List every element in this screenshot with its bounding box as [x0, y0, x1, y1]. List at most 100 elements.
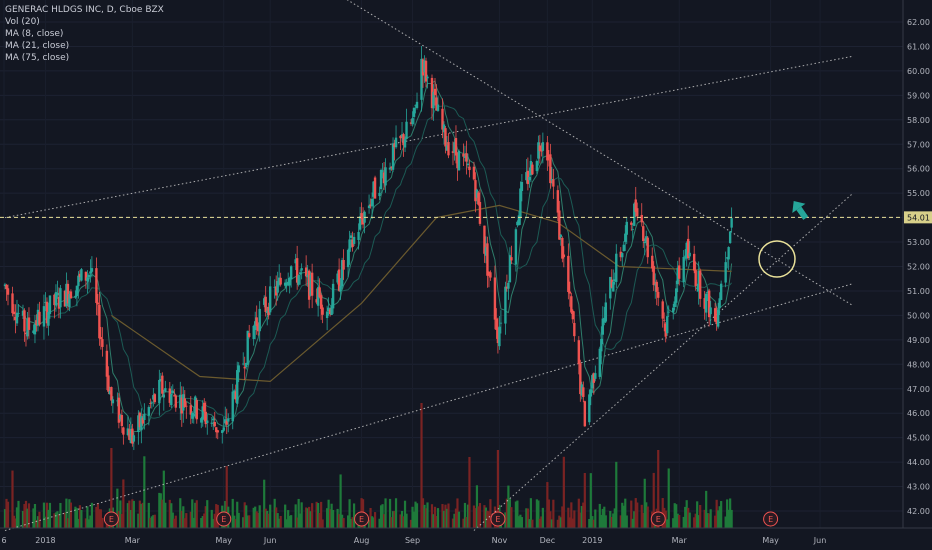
candle-body: [69, 291, 73, 299]
candle-body: [74, 295, 77, 298]
volume-bar: [89, 515, 92, 528]
candle-body: [495, 318, 498, 330]
volume-bar: [180, 510, 183, 528]
candle-body: [122, 427, 125, 435]
volume-bar: [122, 479, 125, 528]
candle-body: [454, 138, 458, 156]
candle-body: [68, 293, 71, 308]
candle-body: [128, 429, 131, 440]
candlesticks: [3, 46, 733, 451]
volume-bar: [505, 498, 509, 528]
candle-body: [475, 189, 479, 198]
volume-bar: [44, 516, 47, 528]
volume-bar: [714, 515, 717, 528]
price-axis[interactable]: 62.00 61.00 60.00 59.00 58.00 57.00 56.00 55.00…: [902, 0, 932, 528]
candle-body: [231, 391, 234, 422]
candle-body: [531, 164, 534, 175]
volume-bar: [24, 500, 28, 528]
candle-body: [174, 395, 177, 408]
candle-body: [153, 394, 157, 403]
volume-bar: [631, 518, 634, 528]
volume-bar: [472, 505, 476, 528]
volume-bar: [147, 502, 150, 528]
volume-bar: [529, 498, 532, 528]
volume-bar: [630, 500, 633, 528]
volume-bar: [730, 509, 733, 528]
volume-bar: [212, 518, 215, 528]
candle-body: [402, 134, 405, 146]
candle-body: [591, 375, 594, 389]
volume-bar: [173, 518, 176, 528]
volume-bar: [5, 498, 8, 528]
volume-bar: [562, 456, 565, 528]
volume-bar: [246, 515, 249, 528]
candle-body: [117, 397, 121, 423]
candle-body: [525, 172, 528, 181]
candle-body: [567, 255, 570, 293]
volume-bar: [412, 511, 416, 528]
volume-bar: [308, 506, 311, 528]
volume-bar: [447, 503, 450, 528]
candle-body: [36, 309, 40, 326]
candle-body: [724, 262, 727, 283]
volume-bar: [613, 508, 616, 528]
candle-body: [206, 420, 209, 424]
volume-bar: [666, 519, 669, 528]
volume-bar: [338, 514, 341, 528]
earnings-marker: [763, 511, 779, 527]
volume-bar: [682, 516, 685, 528]
candle-body: [399, 135, 402, 139]
time-tick-label: Sep: [405, 536, 420, 545]
volume-bar: [391, 511, 395, 528]
candle-body: [262, 298, 266, 305]
volume-bar: [54, 512, 58, 528]
candle-body: [201, 406, 204, 420]
volume-bar: [673, 503, 676, 528]
candle-body: [6, 288, 10, 295]
volume-bar: [726, 499, 729, 528]
candle-body: [594, 373, 597, 379]
candle-body: [688, 252, 691, 257]
candle-body: [327, 307, 330, 312]
candle-body: [346, 249, 350, 268]
volume-bar: [411, 506, 414, 528]
candle-body: [504, 286, 507, 324]
volume-bar: [129, 509, 132, 528]
candle-body: [298, 272, 302, 275]
candle-body: [310, 272, 314, 296]
candle-body: [384, 167, 387, 186]
volume-bar: [266, 510, 269, 528]
candle-body: [348, 239, 351, 252]
candle-body: [453, 142, 456, 153]
volume-bar: [168, 499, 171, 528]
time-tick-label: Aug: [354, 536, 370, 545]
time-axis[interactable]: 6 2018 Mar May Jun Aug Sep Nov Dec 2019 Mar May Jun: [0, 527, 932, 545]
candle-body: [349, 235, 353, 238]
volume-bar: [423, 504, 426, 528]
volume-bar: [159, 493, 162, 528]
volume-bar: [150, 516, 153, 528]
volume-bar: [245, 505, 248, 528]
candle-body: [38, 311, 41, 325]
volume-bar: [442, 510, 446, 528]
volume-bar: [384, 498, 387, 528]
candle-body: [65, 283, 68, 307]
volume-bar: [457, 511, 461, 528]
volume-bar: [580, 506, 583, 528]
candle-body: [673, 301, 676, 307]
candle-body: [248, 333, 251, 337]
volume-bar: [729, 498, 732, 528]
candle-body: [541, 142, 545, 151]
volume-bar: [636, 502, 639, 528]
candle-body: [54, 292, 58, 306]
trendlines[interactable]: [4, 0, 854, 532]
current-price-badge: [904, 211, 932, 224]
candle-body: [601, 318, 604, 335]
candle-body: [568, 291, 572, 294]
volume-bar: [517, 516, 520, 528]
volume-bar: [101, 517, 104, 528]
candle-body: [352, 236, 356, 244]
volume-bar: [685, 500, 688, 528]
